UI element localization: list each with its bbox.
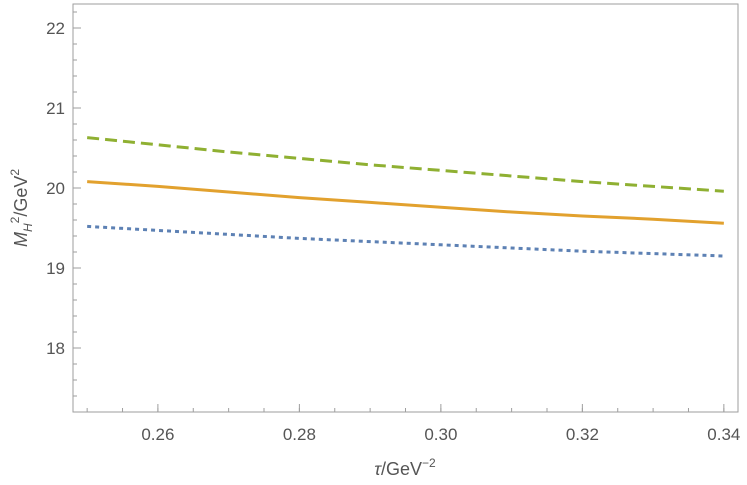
- series-line-dotted: [87, 224, 724, 258]
- y-tick-label: 18: [46, 339, 65, 358]
- x-tick-label: 0.32: [566, 425, 599, 444]
- x-tick-label: 0.26: [141, 425, 174, 444]
- y-tick-label: 22: [46, 19, 65, 38]
- y-axis-label: MH2/GeV2: [8, 169, 35, 247]
- series-layer: [86, 136, 724, 258]
- x-tick-label: 0.28: [283, 425, 316, 444]
- series-line-dashed: [86, 136, 724, 193]
- major-ticks: [73, 27, 725, 412]
- x-axis-label: τ/GeV−2: [374, 456, 436, 479]
- tick-labels: 0.26 0.28 0.30 0.32 0.34 18 19 20 21 22: [46, 19, 740, 444]
- minor-ticks: [73, 11, 725, 413]
- plot-frame: [72, 3, 739, 413]
- y-tick-label: 21: [46, 99, 65, 118]
- x-tick-label: 0.30: [424, 425, 457, 444]
- series-line-solid: [87, 180, 724, 225]
- y-axis-label-group: MH2/GeV2: [8, 169, 35, 247]
- y-tick-label: 19: [46, 259, 65, 278]
- x-tick-label: 0.34: [707, 425, 740, 444]
- y-tick-label: 20: [46, 179, 65, 198]
